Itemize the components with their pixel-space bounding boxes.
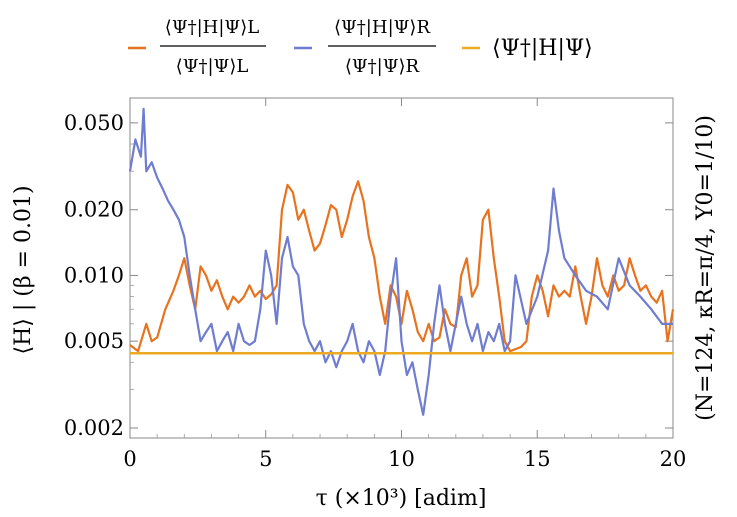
right-parameters-label: (N=124, κR=π/4, Y0=1/10) bbox=[693, 115, 718, 421]
y-tick-label: 0.005 bbox=[64, 329, 124, 353]
x-tick-label: 15 bbox=[524, 447, 551, 471]
y-axis-ticks: 0.002 0.005 0.010 0.020 0.050 bbox=[64, 111, 673, 440]
x-tick-label: 0 bbox=[123, 447, 136, 471]
plot-frame bbox=[129, 97, 674, 439]
legend-r-numerator: ⟨Ψ†|H|Ψ⟩R bbox=[334, 17, 430, 38]
y-tick-label: 0.002 bbox=[64, 416, 124, 440]
legend-r-denominator: ⟨Ψ†|Ψ⟩R bbox=[345, 56, 420, 77]
series-group bbox=[128, 107, 675, 416]
y-tick-label: 0.010 bbox=[64, 263, 124, 287]
legend-l-numerator: ⟨Ψ†|H|Ψ⟩L bbox=[165, 17, 259, 38]
series-line-R bbox=[128, 107, 673, 416]
legend-l-denominator: ⟨Ψ†|Ψ⟩L bbox=[176, 56, 249, 77]
series-line-L bbox=[129, 180, 675, 353]
x-tick-label: 5 bbox=[259, 447, 272, 471]
y-axis-label: ⟨H⟩ | (β = 0.01) bbox=[11, 185, 36, 354]
y-tick-label: 0.050 bbox=[64, 111, 124, 135]
legend-full-label: ⟨Ψ†|H|Ψ⟩ bbox=[492, 36, 593, 61]
x-tick-label: 10 bbox=[388, 447, 415, 471]
legend: ⟨Ψ†|H|Ψ⟩L ⟨Ψ†|Ψ⟩L ⟨Ψ†|H|Ψ⟩R ⟨Ψ†|Ψ⟩R ⟨Ψ†|… bbox=[128, 17, 593, 77]
x-tick-label: 20 bbox=[660, 447, 687, 471]
y-tick-label: 0.020 bbox=[64, 198, 124, 222]
x-axis-label: τ (×10³) [adim] bbox=[316, 486, 487, 511]
x-axis-ticks: 0 5 10 15 20 bbox=[123, 98, 686, 471]
